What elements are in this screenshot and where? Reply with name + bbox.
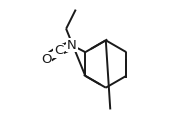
Text: O: O bbox=[41, 53, 52, 66]
Text: N: N bbox=[67, 39, 77, 52]
Text: C: C bbox=[54, 44, 63, 57]
